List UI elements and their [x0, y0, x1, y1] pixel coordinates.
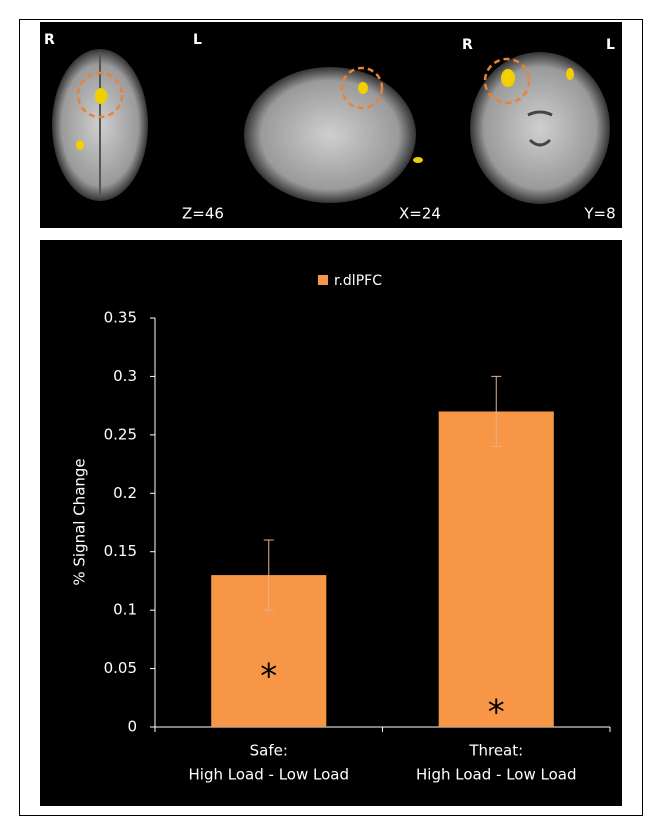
coordinate-label: X=24 [399, 205, 441, 223]
orientation-label: R [44, 32, 55, 48]
legend-label: r.dlPFC [334, 273, 382, 289]
orientation-label: L [606, 37, 615, 53]
bar [439, 411, 554, 727]
y-tick-label: 0.2 [113, 484, 137, 502]
y-tick-label: 0.35 [104, 309, 137, 327]
coordinate-label: Y=8 [583, 205, 615, 223]
y-tick-label: 0.3 [113, 367, 137, 385]
coronal-slice [470, 52, 610, 204]
y-tick-label: 0.15 [104, 542, 137, 560]
y-tick-label: 0 [127, 718, 137, 736]
x-tick-label: High Load - Low Load [189, 766, 349, 784]
blob [566, 68, 574, 80]
coordinate-label: Z=46 [182, 205, 224, 223]
x-tick-label: Threat: [468, 742, 523, 760]
orientation-label: R [462, 37, 473, 53]
x-tick-label: Safe: [250, 742, 288, 760]
significance-marker: * [488, 693, 505, 733]
sagittal-slice [244, 67, 416, 203]
blob [76, 140, 84, 150]
significance-marker: * [260, 657, 277, 697]
y-tick-label: 0.05 [104, 659, 137, 677]
y-axis-label: % Signal Change [71, 458, 89, 585]
y-tick-label: 0.1 [113, 601, 137, 619]
blob [95, 88, 107, 104]
y-tick-label: 0.25 [104, 425, 137, 443]
orientation-label: L [193, 32, 202, 48]
page: R L R L Z=46 X=24 Y=8 % Signal Change 0 0… [0, 0, 662, 839]
figure: R L R L Z=46 X=24 Y=8 % Signal Change 0 0… [0, 0, 662, 835]
blob [413, 157, 423, 163]
blob [358, 82, 368, 94]
x-tick-label: High Load - Low Load [416, 766, 576, 784]
blob [501, 69, 515, 87]
legend-swatch [318, 275, 328, 285]
